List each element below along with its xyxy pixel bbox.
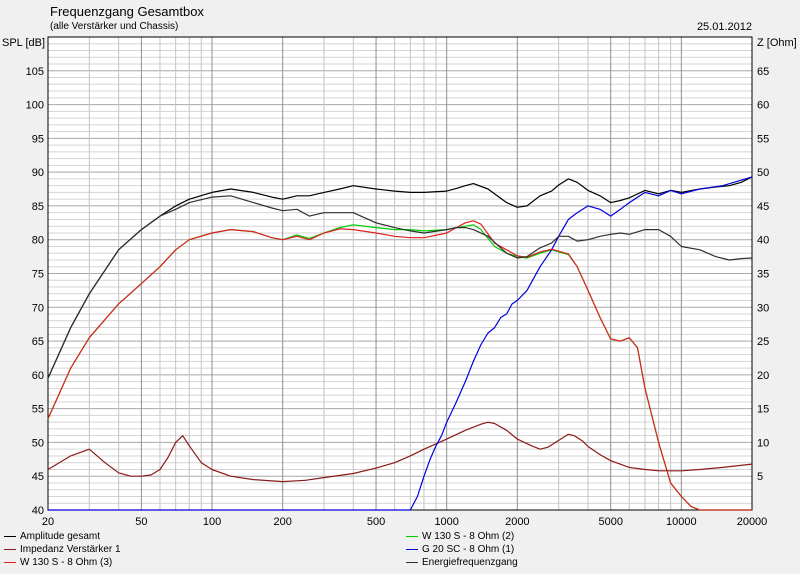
series-line (48, 176, 753, 511)
legend-item: Impedanz Verstärker 1 (4, 544, 121, 555)
chart-title: Frequenzgang Gesamtbox (50, 4, 204, 19)
chart-date: 25.01.2012 (696, 21, 752, 33)
y-right-tick-label: 65 (757, 66, 769, 78)
y-right-tick-label: 25 (757, 336, 769, 348)
y-tick-label: 65 (32, 336, 44, 348)
y-tick-label: 100 (26, 100, 44, 112)
y-right-tick-label: 60 (757, 100, 769, 112)
legend-label: W 130 S - 8 Ohm (2) (422, 531, 515, 542)
legend-swatch (4, 562, 16, 563)
y-axis-label-right: Z [Ohm] (757, 37, 797, 49)
legend-item: Amplitude gesamt (4, 531, 100, 542)
legend-item: W 130 S - 8 Ohm (3) (4, 557, 112, 568)
y-tick-label: 80 (32, 235, 44, 247)
legend-item: Energiefrequenzgang (406, 557, 518, 568)
legend-label: Energiefrequenzgang (422, 557, 518, 568)
y-right-tick-label: 40 (757, 235, 769, 247)
legend-swatch (4, 549, 16, 550)
legend-label: Amplitude gesamt (20, 531, 101, 542)
y-tick-label: 105 (26, 66, 44, 78)
series-line (47, 421, 753, 483)
series-lines (47, 176, 753, 511)
x-tick-label: 100 (203, 516, 221, 528)
y-tick-label: 70 (32, 302, 44, 314)
x-tick-label: 20000 (737, 516, 768, 528)
y-right-tick-label: 5 (757, 471, 763, 483)
x-tick-label: 10000 (666, 516, 697, 528)
tick-labels: 20 50 100 200 500 1000 2000 5000 10000 20000 40 45 5… (26, 66, 770, 528)
x-tick-label: 500 (367, 516, 385, 528)
y-tick-label: 40 (32, 505, 44, 517)
legend-item: G 20 SC - 8 Ohm (1) (406, 544, 514, 555)
legend-label: W 130 S - 8 Ohm (3) (20, 557, 113, 568)
y-right-tick-label: 10 (757, 437, 769, 449)
y-right-tick-label: 15 (757, 404, 769, 416)
legend-swatch (406, 562, 418, 563)
legend-swatch (4, 536, 16, 537)
y-tick-label: 95 (32, 133, 44, 145)
legend-swatch (406, 549, 418, 550)
chart-subtitle: (alle Verstärker und Chassis) (50, 21, 179, 32)
legend-label: G 20 SC - 8 Ohm (1) (422, 544, 515, 555)
y-tick-label: 90 (32, 167, 44, 179)
x-tick-label: 1000 (434, 516, 458, 528)
y-tick-label: 75 (32, 269, 44, 281)
y-right-tick-label: 50 (757, 167, 769, 179)
y-tick-label: 60 (32, 370, 44, 382)
legend-swatch (406, 536, 418, 537)
x-tick-label: 50 (135, 516, 147, 528)
series-line (47, 220, 752, 511)
y-tick-label: 50 (32, 437, 44, 449)
y-right-tick-label: 30 (757, 302, 769, 314)
y-tick-label: 85 (32, 201, 44, 213)
x-tick-label: 20 (42, 516, 54, 528)
y-tick-label: 45 (32, 471, 44, 483)
x-tick-label: 200 (273, 516, 291, 528)
y-right-tick-label: 20 (757, 370, 769, 382)
y-right-tick-label: 55 (757, 133, 769, 145)
series-line (47, 195, 753, 379)
series-line (47, 176, 753, 379)
legend-item: W 130 S - 8 Ohm (2) (406, 531, 514, 542)
x-tick-label: 2000 (505, 516, 529, 528)
y-axis-label-left: SPL [dB] (2, 37, 46, 49)
y-right-tick-label: 45 (757, 201, 769, 213)
y-right-tick-label: 35 (757, 269, 769, 281)
y-tick-label: 55 (32, 404, 44, 416)
legend-label: Impedanz Verstärker 1 (20, 544, 121, 555)
grid (47, 36, 753, 511)
x-tick-label: 5000 (598, 516, 622, 528)
